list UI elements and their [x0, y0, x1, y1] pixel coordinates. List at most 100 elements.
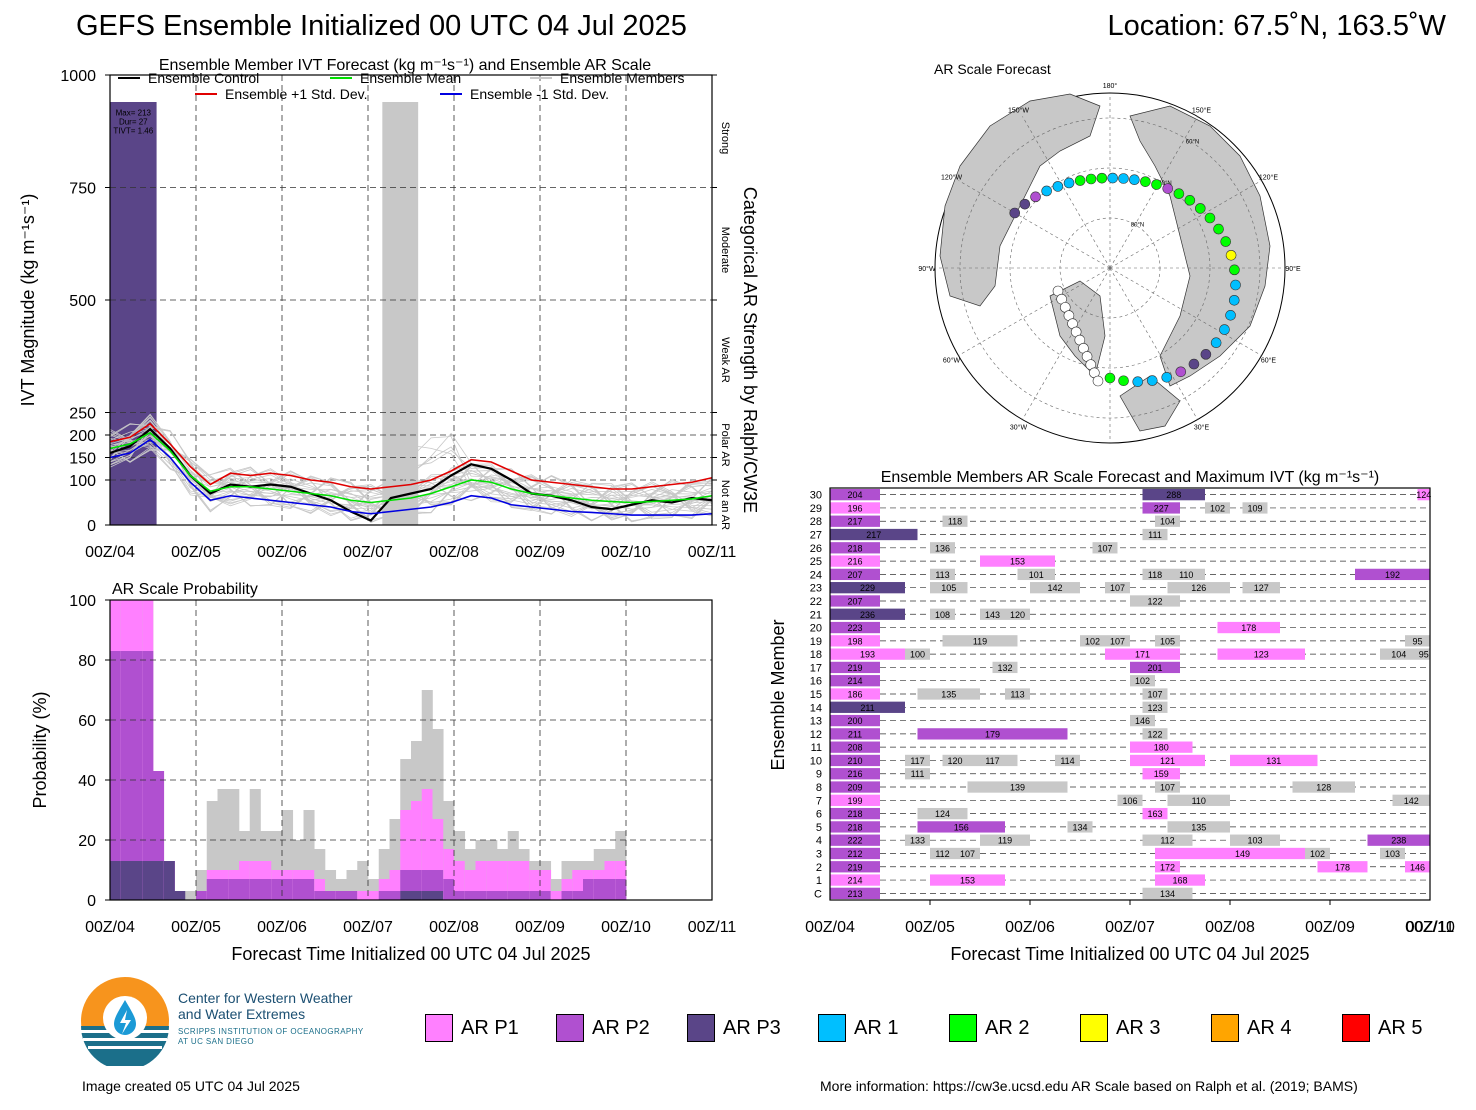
prob-bar-p3-28	[411, 891, 423, 900]
mem-event-bar-10	[930, 847, 955, 860]
logo-line1: Center for Western Weather	[178, 990, 353, 1006]
prob-bar-p3-4	[153, 861, 165, 900]
page-title: GEFS Ensemble Initialized 00 UTC 04 Jul …	[76, 10, 687, 42]
mem-event-bar-85	[830, 582, 905, 594]
prob-bar-p2-46	[604, 879, 616, 900]
map-track-dot-7	[1085, 173, 1097, 185]
mem-event-label-59: 107	[1147, 690, 1162, 700]
mem-event-label-41: 117	[910, 756, 924, 766]
mem-row-label-4: 4	[816, 835, 822, 847]
map-track-dot-28	[1200, 349, 1212, 360]
map-track-dot-6	[1074, 175, 1086, 186]
prob-bar-p2-1	[120, 651, 132, 900]
prob-bar-any-9	[206, 801, 218, 900]
prob-bar-p2-10	[217, 879, 229, 900]
prob-bar-p2-9	[206, 879, 218, 900]
mem-row-label-2: 2	[816, 862, 822, 874]
ivt-ytick-label-500: 500	[69, 293, 96, 310]
mem-event-label-63: 132	[997, 663, 1012, 673]
ar-scale-map: 180°150°E120°E90°E60°E30°E0°30°W60°W90°W…	[918, 61, 1301, 444]
prob-bar-any-13	[249, 789, 261, 900]
mem-event-label-54: 211	[860, 703, 874, 713]
mem-event-bar-68	[1217, 648, 1305, 660]
mem-event-bar-31	[1167, 794, 1230, 806]
mem-event-bar-5	[830, 861, 880, 873]
ivt-series-0	[109, 427, 713, 522]
ivt-category-4: Not an AR	[719, 480, 731, 530]
mem-event-label-86: 105	[941, 583, 956, 593]
mem-event-label-52: 200	[847, 716, 862, 726]
prob-bar-p1-27	[400, 810, 412, 900]
mem-event-bar-93	[1017, 568, 1055, 581]
map-lon-label-0: 180°	[1103, 82, 1118, 90]
prob-bar-p2-36	[497, 891, 509, 900]
prob-bar-any-10	[217, 789, 229, 900]
mem-event-label-107: 196	[847, 503, 862, 513]
prob-bar-p2-45	[593, 879, 605, 900]
logo-line3: SCRIPPS INSTITUTION OF OCEANOGRAPHY	[178, 1027, 364, 1036]
prob-bar-p2-15	[271, 879, 283, 900]
mem-event-bar-48	[1130, 741, 1193, 753]
ivt-xtick-label-5: 00Z/09	[515, 544, 565, 561]
map-meridian-8	[958, 267, 1111, 356]
mem-event-bar-77	[830, 621, 880, 634]
ivt-member-line-28	[109, 434, 713, 516]
probability-chart: 0 20 40 60 80 100 00Z/04 00Z/05 00Z/06 00Z/07 00Z/…	[30, 581, 736, 964]
mem-event-label-32: 142	[1404, 796, 1419, 806]
legend-swatch-ar-2	[949, 1014, 977, 1042]
prob-bar-p2-0	[110, 651, 122, 900]
mem-event-bar-64	[1130, 661, 1180, 674]
prob-bar-any-24	[368, 879, 380, 900]
mem-event-label-6: 172	[1160, 862, 1175, 872]
map-track-dot-25	[1225, 310, 1236, 321]
mem-row-label-27: 27	[810, 530, 822, 542]
mem-event-bar-13	[1180, 847, 1305, 860]
prob-bar-any-20	[325, 870, 337, 900]
prob-bar-any-26	[389, 819, 401, 900]
map-title: AR Scale Forecast	[934, 61, 1051, 77]
map-lon-label-2: 120°E	[1259, 174, 1278, 182]
map-lon-label-5: 30°E	[1194, 423, 1210, 431]
map-track-dot-4	[1052, 181, 1064, 192]
logo-line4: AT UC SAN DIEGO	[178, 1037, 254, 1046]
mem-event-bar-43	[967, 754, 1018, 767]
mem-event-label-37: 216	[847, 769, 862, 779]
mem-event-label-18: 119	[998, 836, 1012, 846]
mem-event-bar-38	[905, 768, 930, 780]
prob-bar-p3-0	[110, 861, 122, 900]
ivt-ytick-label-200: 200	[69, 428, 96, 445]
mem-event-bar-24	[1067, 821, 1093, 833]
map-lon-label-8: 60°W	[943, 357, 961, 365]
prob-bar-p2-34	[475, 891, 487, 900]
mem-event-bar-36	[1292, 781, 1355, 793]
mem-event-bar-97	[830, 555, 880, 567]
prob-bar-any-30	[432, 729, 444, 900]
map-meridian-10	[958, 180, 1111, 269]
map-land-0	[939, 93, 1101, 307]
map-track-dot-13	[1151, 179, 1162, 190]
legend-swatch-ar-p2	[556, 1014, 584, 1042]
prob-bar-p2-26	[389, 891, 401, 900]
mem-row-label-3: 3	[816, 848, 822, 860]
prob-bar-p2-19	[314, 891, 326, 900]
legend-swatch-ar-4	[1211, 1014, 1239, 1042]
mem-event-bar-20	[1230, 834, 1280, 846]
mem-row-label-6: 6	[816, 809, 822, 821]
mem-event-bar-0	[830, 887, 880, 899]
mem-event-label-2: 214	[847, 876, 862, 886]
members-chart: C123456789101112131415161718192021222324…	[768, 469, 1455, 964]
prob-bar-p2-12	[239, 879, 251, 900]
map-track-dot-20	[1220, 236, 1232, 247]
prob-ytick-label-100: 100	[69, 593, 96, 610]
mem-xtick-label-3: 00Z/07	[1105, 919, 1155, 936]
prob-bar-p3-3	[142, 861, 154, 900]
ivt-frame	[109, 74, 713, 526]
prob-bar-p2-14	[260, 879, 272, 900]
mem-event-label-44: 114	[1060, 756, 1074, 766]
mem-event-label-93: 101	[1029, 570, 1044, 580]
map-lon-label-11: 150°W	[1008, 107, 1029, 115]
map-track-dot-24	[1228, 295, 1240, 306]
mem-event-label-80: 108	[935, 610, 950, 620]
mem-event-label-78: 178	[1241, 623, 1256, 633]
